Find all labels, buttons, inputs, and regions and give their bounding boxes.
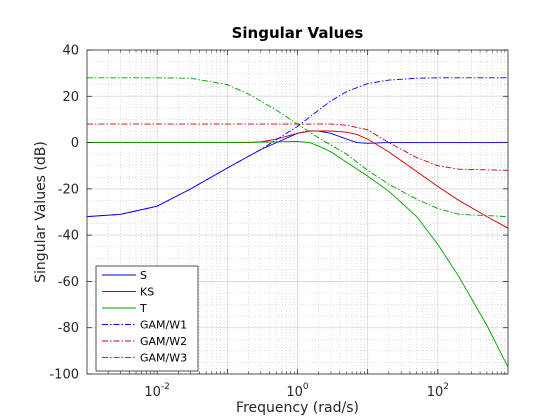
series-line-gam-w1 — [87, 77, 508, 218]
y-tick-label: -80 — [58, 321, 79, 336]
legend-label: T — [139, 302, 147, 315]
legend-label: GAM/W1 — [140, 319, 187, 332]
y-tick-label: -20 — [58, 182, 79, 197]
legend-label: GAM/W2 — [140, 335, 187, 348]
legend: S KS T GAM/W1 GAM/W2 GAM/W3 — [95, 265, 199, 372]
y-tick-label: -60 — [58, 275, 79, 290]
x-tick-label: 100 — [286, 382, 309, 400]
y-axis-label: Singular Values (dB) — [33, 141, 49, 283]
legend-box — [95, 265, 199, 372]
y-tick-label: -40 — [58, 229, 79, 244]
series-line-gam-w3 — [87, 77, 508, 218]
y-tick-label: 40 — [62, 44, 79, 59]
y-tick-label: 0 — [71, 136, 79, 151]
y-tick-label: -100 — [49, 368, 79, 383]
x-axis-label: Frequency (rad/s) — [236, 400, 359, 416]
x-tick-label: 10-2 — [144, 382, 170, 400]
tick-labels: 40 20 0 -20 -40 -60 -80 -100 10-2 100 102 — [49, 44, 448, 401]
axis-ticks — [87, 49, 508, 375]
legend-label: S — [140, 269, 147, 282]
chart-title: Singular Values — [232, 24, 364, 42]
x-tick-label: 102 — [427, 382, 449, 400]
legend-label: GAM/W3 — [140, 352, 187, 365]
series-line-gam-w2 — [87, 123, 508, 171]
series-layer — [87, 77, 508, 368]
legend-label: KS — [140, 286, 154, 299]
y-tick-label: 20 — [62, 90, 79, 105]
